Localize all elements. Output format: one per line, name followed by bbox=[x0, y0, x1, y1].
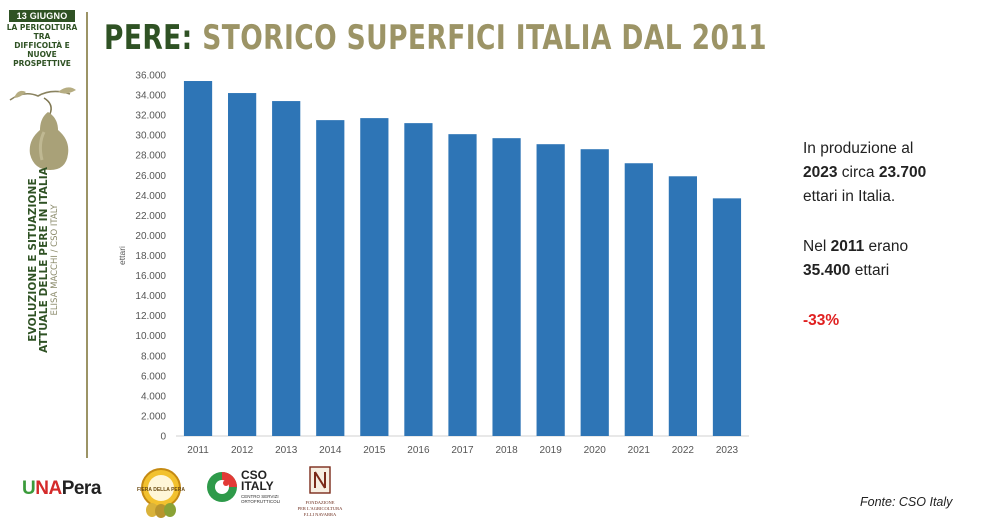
bars bbox=[183, 81, 742, 437]
note-year: 2011 bbox=[830, 238, 865, 255]
y-tick-label: 6.000 bbox=[141, 371, 166, 382]
x-tick-label: 2022 bbox=[672, 445, 695, 456]
y-tick-label: 32.000 bbox=[135, 111, 166, 122]
bar-chart: 0 2.000 4.000 6.000 8.000 10.000 12.000 14.000 1… bbox=[117, 71, 749, 456]
event-title-line: LA PERICOLTURA TRA bbox=[6, 23, 78, 41]
y-axis-label: ettari bbox=[117, 246, 127, 265]
x-tick-label: 2012 bbox=[231, 445, 254, 456]
fondazione-text-line: PER L'AGRICOLTURA bbox=[297, 506, 343, 511]
x-tick-label: 2020 bbox=[584, 445, 607, 456]
bar bbox=[448, 134, 477, 436]
vertical-author: ELISA MACCHI / CSO ITALY bbox=[50, 204, 60, 316]
y-tick-label: 28.000 bbox=[135, 151, 166, 162]
unapera-logo-part: Pera bbox=[61, 478, 102, 499]
bar bbox=[712, 198, 742, 436]
x-tick-label: 2015 bbox=[363, 445, 386, 456]
cso-country: ITALY bbox=[241, 479, 274, 493]
event-title-line: PROSPETTIVE bbox=[13, 59, 71, 68]
cso-logo-text: CSO ITALY CENTRO SERVIZI ORTOFRUTTICOLI bbox=[241, 468, 281, 504]
x-tick-label: 2019 bbox=[540, 445, 563, 456]
bar bbox=[183, 81, 213, 436]
slide-title: PERE: STORICO SUPERFICI ITALIA DAL 2011 bbox=[104, 18, 767, 58]
note-text: circa bbox=[837, 164, 879, 181]
vertical-title: EVOLUZIONE E SITUAZIONE ATTUALE DELLE PE… bbox=[27, 167, 60, 353]
bar bbox=[360, 118, 389, 436]
y-tick-label: 8.000 bbox=[141, 351, 166, 362]
event-title-line: DIFFICOLTÀ E NUOVE bbox=[14, 41, 70, 59]
y-tick-label: 34.000 bbox=[135, 91, 166, 102]
y-tick-label: 18.000 bbox=[135, 251, 166, 262]
y-tick-label: 12.000 bbox=[135, 311, 166, 322]
date-badge: 13 GIUGNO 2024 bbox=[9, 10, 75, 33]
cso-name: CSO bbox=[241, 468, 268, 482]
note-value: 35.400 bbox=[803, 262, 851, 279]
note-year: 2023 bbox=[803, 164, 838, 181]
bar bbox=[668, 176, 697, 436]
note-text: erano bbox=[864, 238, 909, 255]
bar bbox=[492, 138, 521, 437]
y-tick-label: 22.000 bbox=[135, 211, 166, 222]
source-credit: Fonte: CSO Italy bbox=[860, 495, 953, 509]
unapera-logo-part: NA bbox=[35, 478, 62, 499]
fiera-pera-logo: FIERA DELLA PERA bbox=[137, 468, 185, 518]
x-tick-label: 2017 bbox=[451, 445, 474, 456]
bar bbox=[272, 101, 301, 437]
bar bbox=[404, 123, 433, 436]
y-tick-label: 10.000 bbox=[135, 331, 166, 342]
fondazione-text-line: FONDAZIONE bbox=[305, 500, 335, 505]
y-tick-label: 36.000 bbox=[135, 71, 166, 82]
fiera-logo-text: FIERA DELLA PERA bbox=[137, 487, 185, 493]
y-tick-label: 14.000 bbox=[135, 291, 166, 302]
cso-subtitle: CENTRO SERVIZI ORTOFRUTTICOLI bbox=[241, 494, 281, 504]
note-value: 23.700 bbox=[878, 164, 927, 181]
fondazione-emblem-icon bbox=[309, 466, 331, 494]
x-tick-label: 2013 bbox=[275, 445, 298, 456]
title-main: PERE: bbox=[104, 18, 193, 58]
vertical-title-line: ATTUALE DELLE PERE IN ITALIA bbox=[38, 167, 50, 353]
vertical-title-area: EVOLUZIONE E SITUAZIONE ATTUALE DELLE PE… bbox=[0, 167, 86, 353]
unapera-logo-part: U bbox=[22, 478, 36, 499]
pear-illustration-icon bbox=[9, 87, 76, 170]
bar bbox=[580, 149, 609, 436]
bar bbox=[228, 93, 257, 437]
y-tick-label: 24.000 bbox=[135, 191, 166, 202]
y-tick-label: 16.000 bbox=[135, 271, 166, 282]
bar bbox=[624, 163, 653, 436]
unapera-logo: UNAPera bbox=[22, 478, 101, 500]
note-2023: In produzione al 2023 circa 23.700 ettar… bbox=[803, 137, 983, 209]
title-sub: STORICO SUPERFICI ITALIA DAL 2011 bbox=[202, 18, 767, 58]
note-text: Nel bbox=[803, 238, 831, 255]
x-tick-label: 2014 bbox=[319, 445, 342, 456]
note-percent-change: -33% bbox=[803, 312, 840, 329]
y-tick-label: 2.000 bbox=[141, 411, 166, 422]
y-tick-label: 0 bbox=[160, 432, 166, 443]
bar bbox=[536, 144, 565, 437]
cso-mark-icon bbox=[207, 472, 237, 502]
logo-strip: UNAPera FIERA DELLA PERA CSO ITALY CENTR… bbox=[0, 462, 400, 521]
event-title: LA PERICOLTURA TRA DIFFICOLTÀ E NUOVE PR… bbox=[6, 23, 78, 68]
x-tick-label: 2016 bbox=[407, 445, 430, 456]
sidebar: 13 GIUGNO 2024 LA PERICOLTURA TRA DIFFIC… bbox=[0, 0, 86, 460]
fondazione-logo: FONDAZIONE PER L'AGRICOLTURA F.LLI NAVAR… bbox=[296, 466, 344, 517]
sidebar-divider bbox=[86, 12, 88, 458]
x-tick-label: 2018 bbox=[495, 445, 518, 456]
x-tick-label: 2021 bbox=[628, 445, 651, 456]
x-axis-ticks: 2011 2012 2013 2014 2015 2016 2017 2018 2019 2020… bbox=[187, 445, 738, 456]
x-tick-label: 2023 bbox=[716, 445, 739, 456]
y-tick-label: 26.000 bbox=[135, 171, 166, 182]
bar bbox=[316, 120, 345, 436]
y-tick-label: 30.000 bbox=[135, 131, 166, 142]
cso-italy-logo: CSO ITALY CENTRO SERVIZI ORTOFRUTTICOLI bbox=[205, 469, 280, 509]
y-tick-label: 20.000 bbox=[135, 231, 166, 242]
note-text: ettari bbox=[850, 262, 890, 279]
note-text: ettari in Italia. bbox=[803, 188, 896, 205]
y-tick-label: 4.000 bbox=[141, 391, 166, 402]
notes-panel: In produzione al 2023 circa 23.700 ettar… bbox=[803, 137, 983, 333]
y-axis-ticks: 0 2.000 4.000 6.000 8.000 10.000 12.000 14.000 1… bbox=[135, 71, 166, 443]
fondazione-text-line: F.LLI NAVARRA bbox=[303, 512, 337, 517]
x-tick-label: 2011 bbox=[187, 445, 209, 456]
note-text: In produzione al bbox=[803, 140, 914, 157]
note-2011: Nel 2011 erano 35.400 ettari bbox=[803, 235, 983, 283]
